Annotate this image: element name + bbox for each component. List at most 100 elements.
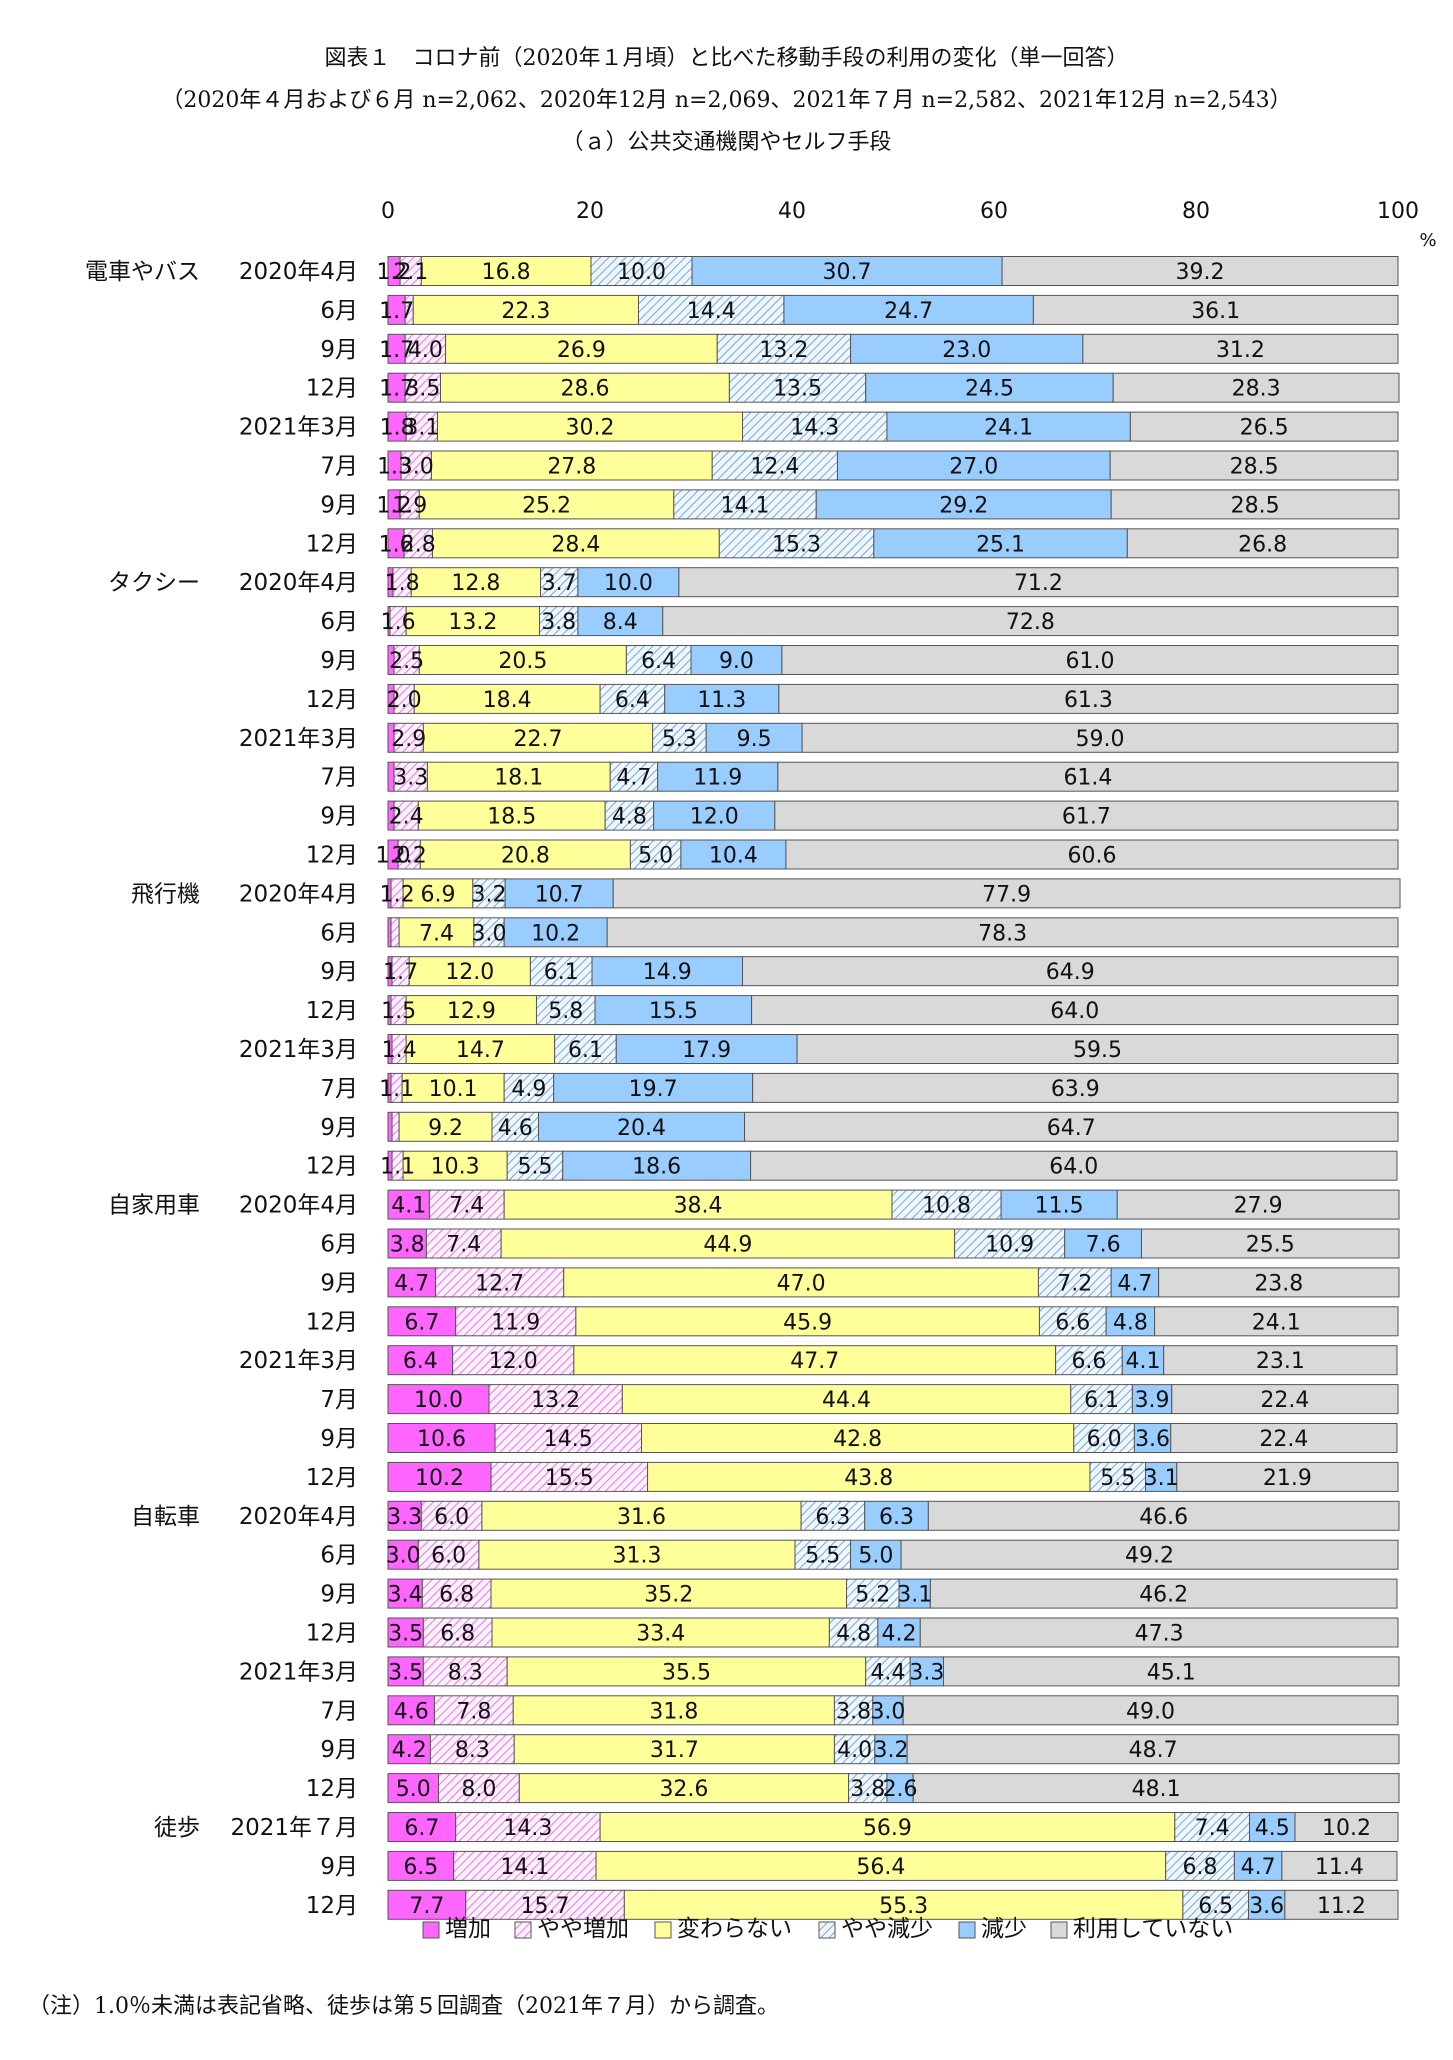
- data-label: 20.4: [617, 1116, 666, 1141]
- bar-segment: [678, 567, 1399, 598]
- x-tick-label: 80: [1182, 199, 1210, 224]
- bar-segment: [751, 995, 1399, 1026]
- data-label: 25.1: [976, 532, 1025, 557]
- bar-segment: [387, 1306, 457, 1337]
- data-label: 3.6: [1135, 1427, 1170, 1452]
- data-label: 11.3: [697, 688, 746, 713]
- bar-segment: [865, 372, 1114, 403]
- data-label: 3.2: [873, 1738, 908, 1763]
- row-label: 12月: [306, 1465, 358, 1491]
- bar-segment: [777, 761, 1399, 792]
- data-label: 45.1: [1147, 1660, 1196, 1685]
- bar-segment: [436, 411, 744, 442]
- bar-segment: [425, 1228, 502, 1259]
- data-label: 63.9: [1051, 1077, 1100, 1102]
- data-label: 10.0: [617, 260, 666, 285]
- data-label: 2.1: [393, 260, 428, 285]
- legend-swatch: [818, 1921, 836, 1939]
- data-label: 71.2: [1014, 571, 1063, 596]
- bar-segment: [387, 1500, 422, 1531]
- data-label: 20.8: [501, 844, 550, 869]
- data-label: 3.4: [388, 1583, 423, 1608]
- bar-segment: [1171, 1384, 1399, 1415]
- row-label: 2020年4月: [239, 1193, 358, 1219]
- bar-segment: [455, 1306, 577, 1337]
- bar-segment: [705, 722, 803, 753]
- data-label: 42.8: [833, 1427, 882, 1452]
- bar-segment: [1158, 1267, 1400, 1298]
- data-label: 24.1: [984, 416, 1033, 441]
- data-label: 6.4: [403, 1349, 438, 1374]
- data-label: 56.9: [863, 1816, 912, 1841]
- bar-segment: [900, 1539, 1399, 1570]
- bar-segment: [1055, 1345, 1123, 1376]
- legend-label: やや減少: [841, 1916, 933, 1942]
- row-label: 9月: [320, 1115, 358, 1141]
- bar-segment: [417, 1539, 480, 1570]
- bar-segment: [891, 1189, 1002, 1220]
- bar-segment: [491, 1617, 830, 1648]
- data-label: 7.4: [1195, 1816, 1230, 1841]
- data-label: 3.0: [386, 1544, 421, 1569]
- bar-segment: [387, 1384, 490, 1415]
- data-label: 4.2: [882, 1622, 917, 1647]
- bar-segment: [430, 450, 713, 481]
- bar-segment: [420, 256, 592, 286]
- data-label: 61.4: [1063, 766, 1112, 791]
- data-label: 4.2: [392, 1738, 427, 1763]
- data-label: 44.9: [703, 1233, 752, 1258]
- data-label: 8.3: [448, 1660, 483, 1685]
- data-label: 6.7: [404, 1310, 439, 1335]
- legend-swatch: [654, 1921, 672, 1939]
- bar-segment: [1001, 256, 1399, 286]
- data-label: 25.5: [1246, 1233, 1295, 1258]
- bar-segment: [801, 722, 1399, 753]
- data-label: 1.0: [376, 844, 411, 869]
- bar-segment: [513, 1734, 835, 1765]
- data-label: 7.2: [1057, 1271, 1092, 1296]
- data-label: 13.2: [448, 610, 497, 635]
- data-label: 6.6: [1055, 1310, 1090, 1335]
- bar-segment: [774, 800, 1399, 831]
- data-label: 9.5: [737, 727, 772, 752]
- bar-segment: [664, 683, 780, 714]
- data-label: 64.0: [1049, 1155, 1098, 1180]
- data-label: 4.9: [511, 1077, 546, 1102]
- bar-segment: [1109, 450, 1399, 481]
- bar-segment: [615, 1034, 798, 1064]
- row-label: 9月: [320, 1426, 358, 1452]
- data-label: 12.4: [750, 455, 799, 480]
- bar-segment: [1121, 1345, 1165, 1376]
- data-label: 2.6: [883, 1777, 918, 1802]
- data-label: 77.9: [982, 882, 1031, 907]
- row-label: 12月: [306, 1621, 358, 1647]
- data-label: 6.8: [440, 1622, 475, 1647]
- bar-segment: [402, 878, 474, 909]
- x-tick-label: 100: [1377, 199, 1419, 224]
- data-label: 31.3: [612, 1544, 661, 1569]
- data-label: 10.6: [417, 1427, 466, 1452]
- data-label: 10.2: [531, 921, 580, 946]
- data-label: 13.5: [773, 377, 822, 402]
- data-label: 1.7: [379, 299, 414, 324]
- data-label: 13.2: [531, 1388, 580, 1413]
- data-label: 10.2: [415, 1466, 464, 1491]
- data-label: 60.6: [1067, 844, 1116, 869]
- bar-segment: [500, 1228, 956, 1259]
- bar-segment: [410, 567, 542, 598]
- bar-segment: [535, 995, 596, 1026]
- legend-label: 減少: [981, 1916, 1027, 1942]
- data-label: 2.5: [389, 649, 424, 674]
- data-label: 10.0: [414, 1388, 463, 1413]
- row-label: 9月: [320, 1737, 358, 1763]
- data-label: 14.4: [687, 299, 736, 324]
- data-label: 28.3: [1232, 377, 1281, 402]
- bar-segment: [405, 411, 438, 442]
- data-label: 6.0: [431, 1544, 466, 1569]
- data-label: 61.0: [1065, 649, 1114, 674]
- data-label: 16.8: [482, 260, 531, 285]
- row-label: 9月: [320, 1854, 358, 1880]
- row-label: 9月: [320, 337, 358, 363]
- data-label: 27.9: [1234, 1194, 1283, 1219]
- row-label: 7月: [320, 1387, 358, 1413]
